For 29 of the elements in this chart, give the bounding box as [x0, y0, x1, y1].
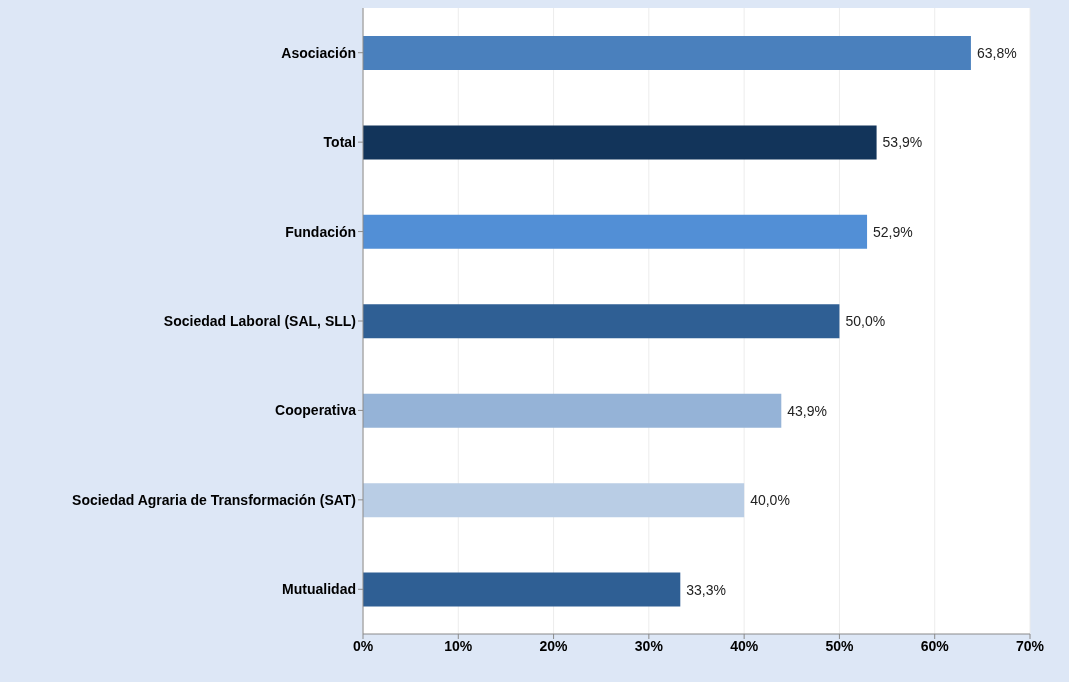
- bar: [363, 572, 681, 607]
- x-tick-label: 0%: [352, 637, 374, 654]
- x-tick-label: 20%: [539, 637, 569, 654]
- x-tick-label: 70%: [1015, 637, 1045, 654]
- y-tick-label: Mutualidad: [282, 581, 356, 598]
- x-tick-label: 40%: [730, 637, 759, 654]
- x-tick-label: 30%: [634, 637, 664, 654]
- bar: [363, 214, 868, 249]
- bar: [363, 483, 745, 518]
- bar: [363, 304, 840, 339]
- y-tick-label: Total: [323, 134, 356, 151]
- x-tick-label: 10%: [444, 637, 473, 654]
- y-tick-label: Sociedad Laboral (SAL, SLL): [163, 312, 356, 329]
- data-label: 43,9%: [787, 402, 828, 419]
- y-tick-label: Cooperativa: [275, 402, 357, 419]
- y-tick-label: Fundación: [285, 223, 356, 240]
- data-label: 40,0%: [750, 492, 790, 509]
- data-label: 52,9%: [873, 223, 913, 240]
- data-label: 50,0%: [845, 313, 886, 330]
- bar: [363, 393, 782, 428]
- y-tick-label: Sociedad Agraria de Transformación (SAT): [72, 491, 356, 508]
- x-tick-label: 50%: [825, 637, 854, 654]
- data-label: 63,8%: [976, 44, 1017, 61]
- bar: [363, 36, 971, 70]
- data-label: 53,9%: [882, 134, 923, 151]
- x-tick-label: 60%: [920, 637, 950, 654]
- data-label: 33,3%: [686, 581, 726, 598]
- bar: [363, 125, 877, 160]
- y-tick-label: Asociación: [281, 44, 356, 61]
